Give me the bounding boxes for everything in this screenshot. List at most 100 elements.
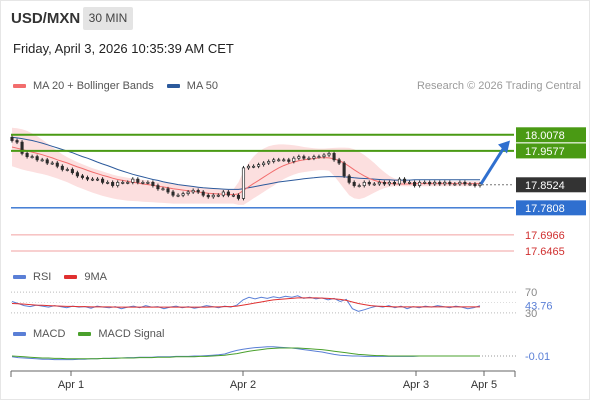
candle-body xyxy=(25,153,29,157)
candle-body xyxy=(161,188,165,191)
candle-body xyxy=(407,181,412,184)
candle-body xyxy=(121,181,125,184)
rsi-current-label: 43.76 xyxy=(525,301,553,313)
rsi-line xyxy=(11,295,481,312)
rsi-level-label-70: 70 xyxy=(525,287,537,299)
macd-legend-swatch xyxy=(13,332,26,336)
candle-body xyxy=(428,181,432,185)
candle-body xyxy=(277,159,281,162)
candle-body xyxy=(468,183,472,186)
candle-body xyxy=(262,162,266,166)
price-legend: MA 20 + Bollinger Bands MA 50 xyxy=(13,80,231,92)
candle-body xyxy=(367,181,371,185)
candle-body xyxy=(231,194,235,197)
level-tag-bg-17.7808 xyxy=(516,200,586,216)
macd-legend-label: MACD xyxy=(33,328,66,340)
candle-body xyxy=(85,177,90,180)
candle-body xyxy=(246,165,251,169)
candle-body xyxy=(458,181,462,185)
macd-line xyxy=(11,346,480,361)
candle-body xyxy=(307,157,311,160)
candle-body xyxy=(101,178,105,183)
current-price-label: 17.8524 xyxy=(525,180,565,192)
level-label-17.7808: 17.7808 xyxy=(525,203,565,215)
candle-body xyxy=(418,181,422,186)
candle-body xyxy=(211,194,215,198)
candle-body xyxy=(40,159,44,162)
macd-legend: MACD MACD Signal xyxy=(13,328,177,340)
macd-signal-line xyxy=(11,347,480,360)
timeframe-button[interactable]: 30 MIN xyxy=(83,7,133,30)
candle-body xyxy=(423,181,427,184)
candle-body xyxy=(287,159,291,162)
candle-body xyxy=(257,164,261,167)
ma20-line xyxy=(11,146,480,196)
x-tick-label-Apr 1: Apr 1 xyxy=(58,379,84,391)
level-tag-bg-18.0078 xyxy=(516,127,586,143)
candle-body xyxy=(126,181,130,184)
candle-body xyxy=(141,181,145,184)
candle-body xyxy=(342,162,346,177)
candle-body xyxy=(478,183,482,186)
candle-body xyxy=(55,162,59,167)
candle-body xyxy=(35,156,39,161)
candle-body xyxy=(297,156,301,159)
candle-body xyxy=(45,159,49,164)
candle-body xyxy=(438,181,442,185)
candle-body xyxy=(90,178,95,181)
rsi-ma-line xyxy=(11,297,480,308)
candle-body xyxy=(176,194,180,197)
candle-body xyxy=(10,136,14,141)
candle-body xyxy=(251,165,256,168)
candle-body xyxy=(332,153,336,161)
candle-body xyxy=(372,183,376,186)
candle-body xyxy=(292,157,296,162)
candle-body xyxy=(312,156,316,159)
rsi-legend: RSI 9MA xyxy=(13,271,120,283)
candle-body xyxy=(146,181,150,184)
rsi-ma-legend-label: 9MA xyxy=(84,271,107,283)
ma20-legend-swatch xyxy=(13,84,26,88)
candle-body xyxy=(166,188,170,193)
candle-body xyxy=(382,181,386,185)
candle-body xyxy=(50,162,54,165)
projection-arrow-shaft xyxy=(479,146,506,185)
rsi-legend-swatch xyxy=(13,275,26,279)
candle-body xyxy=(473,183,477,186)
candle-body xyxy=(60,165,64,170)
candle-body xyxy=(317,156,321,158)
candle-body xyxy=(402,178,407,183)
level-label-17.6966: 17.6966 xyxy=(525,230,565,242)
rsi-legend-label: RSI xyxy=(33,271,52,283)
candle-body xyxy=(282,159,286,162)
x-tick-label-Apr 2: Apr 2 xyxy=(230,379,256,391)
level-label-18.0078: 18.0078 xyxy=(525,130,565,142)
candle-body xyxy=(216,194,220,197)
candle-body xyxy=(191,190,195,193)
bollinger-band-area xyxy=(12,127,480,205)
candle-body xyxy=(111,181,115,186)
candle-body xyxy=(327,153,331,156)
candle-body xyxy=(387,181,391,185)
candle-body xyxy=(337,159,341,164)
candle-body xyxy=(226,191,230,196)
ma50-legend-label: MA 50 xyxy=(186,80,218,92)
candle-body xyxy=(201,191,205,196)
candle-body xyxy=(453,183,457,186)
candle-body xyxy=(377,181,381,185)
candle-body xyxy=(206,194,210,198)
candle-body xyxy=(357,185,361,187)
symbol-label: USD/MXN xyxy=(11,10,81,27)
level-tag-bg-17.9577 xyxy=(516,143,586,159)
x-tick-label-Apr 5: Apr 5 xyxy=(471,379,497,391)
candle-body xyxy=(65,169,69,171)
macd-signal-legend-label: MACD Signal xyxy=(98,328,165,340)
candle-body xyxy=(272,159,276,162)
candle-body xyxy=(236,194,241,199)
x-tick-label-Apr 3: Apr 3 xyxy=(403,379,429,391)
candle-body xyxy=(186,191,190,194)
candle-body xyxy=(241,167,246,199)
candle-body xyxy=(181,193,185,196)
candle-body xyxy=(302,156,306,159)
